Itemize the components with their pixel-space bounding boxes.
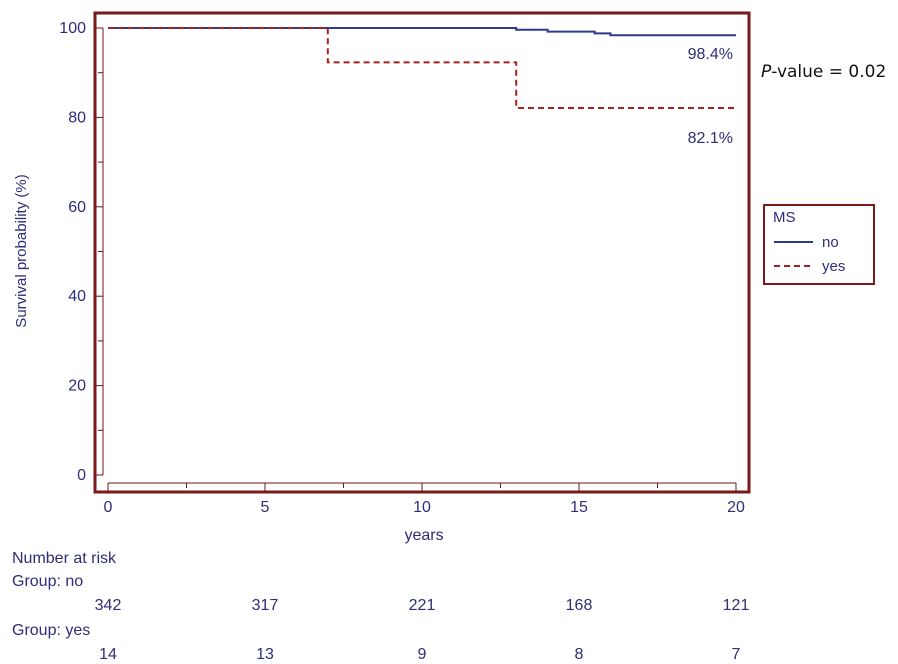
series-line-yes: [108, 27, 736, 109]
y-axis-label: Survival probability (%): [13, 174, 30, 327]
legend-title: MS: [773, 209, 796, 226]
end-value-label-yes: 82.1%: [688, 130, 733, 147]
risk-value: 14: [99, 646, 117, 663]
end-value-label-no: 98.4%: [688, 46, 733, 63]
y-tick-label: 100: [59, 20, 86, 37]
y-tick-label: 60: [68, 199, 86, 216]
risk-value: 221: [408, 597, 436, 614]
p-value-prefix: P: [761, 62, 772, 82]
legend-label-yes: yes: [822, 258, 845, 275]
risk-value: 8: [574, 646, 584, 663]
risk-group-label: Group: yes: [12, 622, 91, 639]
series-lines: [108, 27, 736, 109]
x-tick-label: 15: [570, 499, 588, 516]
legend-label-no: no: [822, 234, 839, 251]
x-tick-label: 10: [413, 499, 431, 516]
risk-value: 13: [256, 646, 274, 663]
risk-value: 342: [94, 597, 122, 614]
legend: MS no yes: [763, 204, 875, 285]
series-line-no: [108, 27, 736, 37]
risk-table-title: Number at risk: [12, 550, 117, 567]
y-tick-label: 40: [68, 288, 86, 305]
p-value-text: -value = 0.02: [771, 62, 887, 82]
x-tick-label: 20: [727, 499, 745, 516]
legend-box: [763, 204, 875, 285]
risk-value: 9: [417, 646, 427, 663]
x-axis-label: years: [404, 527, 443, 544]
p-value-annotation: P-value = 0.02: [761, 62, 886, 82]
risk-value: 121: [722, 597, 750, 614]
x-tick-label: 0: [104, 499, 113, 516]
series-labels: 98.4% 82.1%: [688, 46, 733, 147]
risk-value: 168: [565, 597, 593, 614]
risk-value: 7: [731, 646, 741, 663]
plot-frame: [93, 11, 751, 494]
y-tick-label: 80: [68, 109, 86, 126]
risk-value: 317: [251, 597, 279, 614]
y-tick-label: 0: [77, 467, 86, 484]
axes: 0 5 10 15 20 0 20 40 60 80 100 years Survival probab…: [13, 20, 745, 544]
risk-group-label: Group: no: [12, 573, 84, 590]
x-tick-label: 5: [261, 499, 270, 516]
y-tick-label: 20: [68, 378, 86, 395]
